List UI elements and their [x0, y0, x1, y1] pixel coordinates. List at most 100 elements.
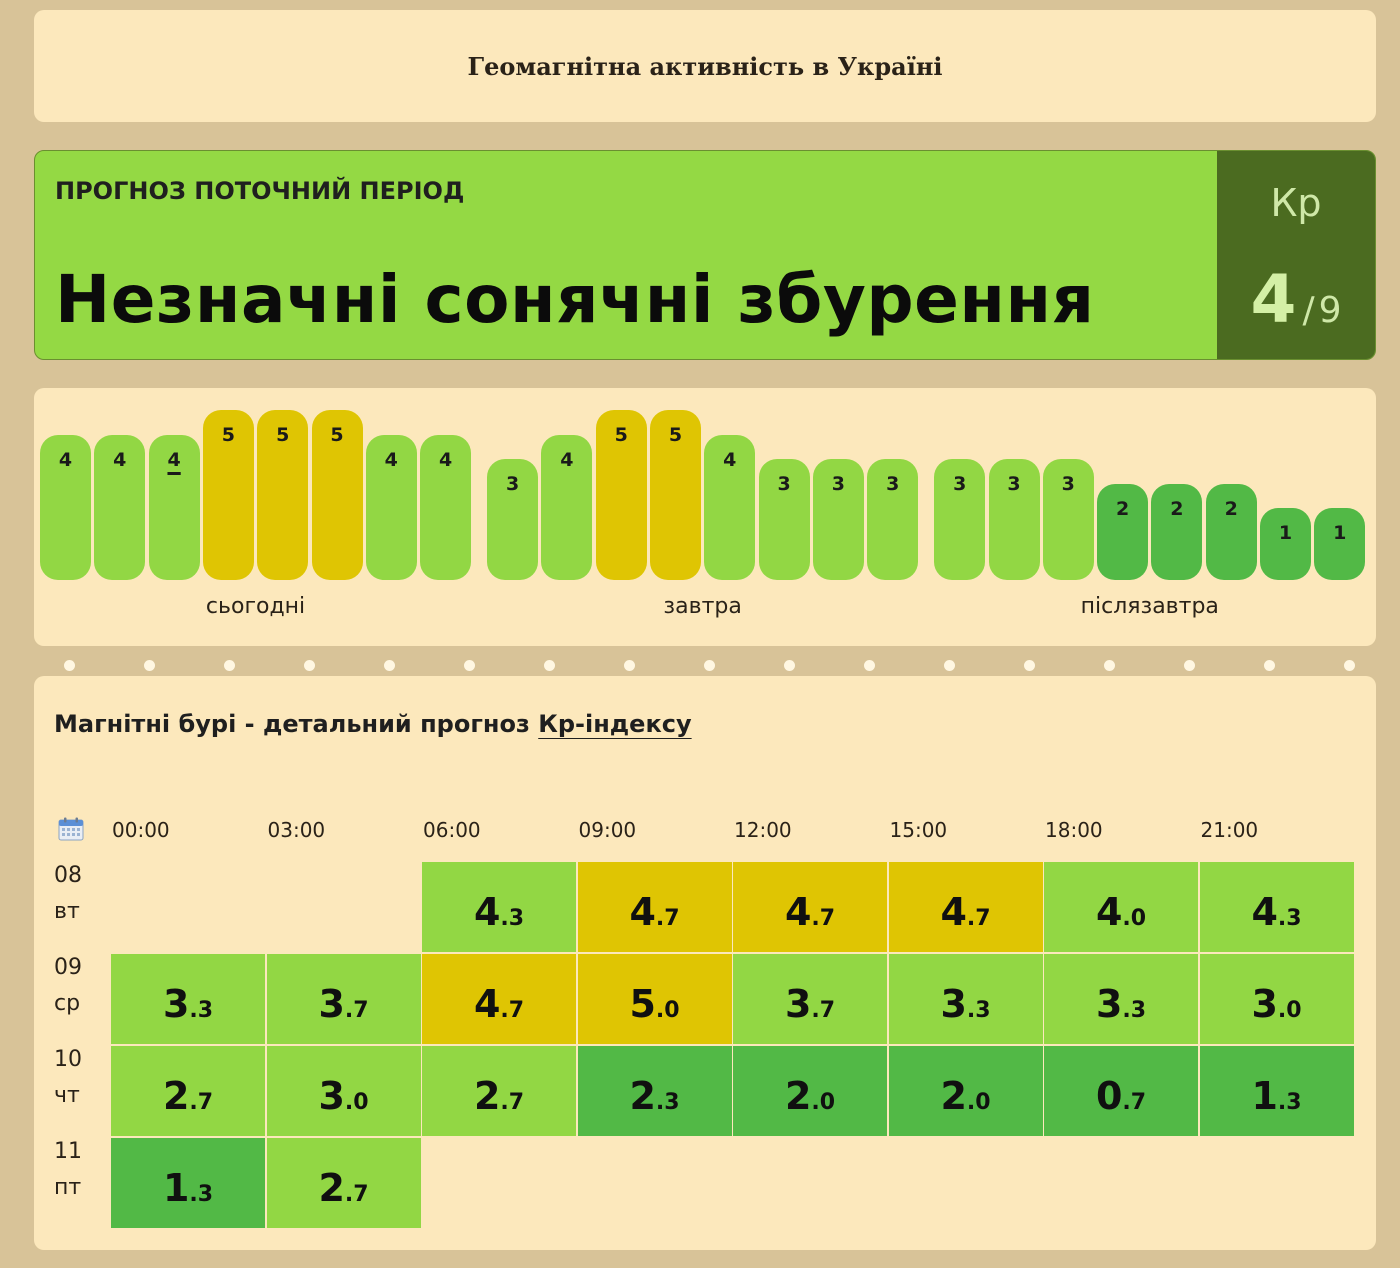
kp-bar-value: 2 — [1170, 498, 1184, 520]
kp-cell: 3.7 — [266, 954, 421, 1044]
divider-dot — [544, 660, 555, 671]
kp-bar-value: 4 — [167, 449, 181, 471]
kp-bar-value: 4 — [723, 449, 737, 471]
kp-bar: 2 — [1205, 484, 1257, 580]
kp-bar: 2 — [1151, 484, 1203, 580]
day-label: завтра — [663, 594, 742, 619]
kp-cell-value: 3.0 — [318, 1074, 369, 1118]
kp-bar: 3 — [867, 459, 919, 580]
kp-bar-value: 5 — [668, 424, 683, 446]
kp-cell-value: 3.0 — [1251, 982, 1302, 1026]
kp-index-link[interactable]: Кр-індексу — [538, 710, 692, 738]
divider-dot — [704, 660, 715, 671]
day-label: сьогодні — [205, 594, 306, 619]
day-label: післязавтра — [1080, 594, 1219, 619]
divider-dot — [384, 660, 395, 671]
row-weekday: пт — [54, 1175, 82, 1200]
kp-cell: 3.3 — [111, 954, 265, 1044]
kp-bar: 5 — [202, 410, 254, 580]
kp-cell-value: 0.7 — [1095, 1074, 1147, 1118]
forecast-panel: ПРОГНОЗ ПОТОЧНИЙ ПЕРІОД Незначні сонячні… — [34, 150, 1376, 360]
kp-cell-value: 3.7 — [318, 982, 369, 1026]
kp-cell: 0.7 — [1044, 1046, 1198, 1136]
detail-forecast-panel: Магнітні бурі - детальний прогноз Кр-інд… — [34, 676, 1376, 1250]
kp-bar-value: 5 — [221, 424, 235, 446]
row-date-label: 08 вт — [54, 858, 84, 930]
kp-max: 9 — [1318, 290, 1342, 331]
kp-bar: 4 — [420, 435, 472, 580]
kp-cell: 4.3 — [422, 862, 576, 952]
kp-cell-value: 4.7 — [473, 982, 525, 1026]
kp-bar: 5 — [257, 410, 309, 580]
calendar-icon — [58, 817, 84, 841]
kp-cell: 1.3 — [1199, 1046, 1354, 1136]
row-day: 10 — [54, 1047, 82, 1072]
kp-bar-value: 3 — [953, 473, 967, 495]
kp-bar: 4 — [541, 435, 593, 580]
kp-cell: 4.7 — [888, 862, 1043, 952]
kp-bar-value: 5 — [614, 424, 628, 446]
kp-bar: 2 — [1097, 484, 1149, 580]
hour-label: 15:00 — [889, 818, 948, 842]
row-day: 08 — [54, 863, 82, 888]
kp-bar: 4 — [94, 435, 146, 580]
divider-dot — [224, 660, 235, 671]
kp-bar: 3 — [1042, 459, 1094, 580]
kp-cell-value: 4.3 — [473, 890, 525, 934]
divider-dot — [1024, 660, 1035, 671]
divider-dot — [864, 660, 875, 671]
kp-cell-value: 4.7 — [784, 890, 836, 934]
row-date-label: 11 пт — [54, 1134, 84, 1206]
kp-bar-value: 4 — [438, 449, 453, 471]
detail-title-text: Магнітні бурі - детальний прогноз — [54, 710, 539, 738]
kp-bar-value: 2 — [1115, 498, 1130, 520]
kp-cell-value: 4.7 — [940, 890, 991, 934]
kp-cell: 4.0 — [1044, 862, 1198, 952]
row-weekday: чт — [54, 1083, 80, 1108]
kp-cell-value: 2.7 — [162, 1074, 214, 1118]
kp-cell: 2.0 — [733, 1046, 887, 1136]
kp-bar: 5 — [650, 410, 701, 580]
kp-cell: 4.3 — [1199, 862, 1354, 952]
forecast-label: ПРОГНОЗ ПОТОЧНИЙ ПЕРІОД — [55, 177, 465, 205]
kp-bar-value: 3 — [505, 473, 520, 495]
hour-label: 18:00 — [1045, 818, 1103, 842]
row-day: 09 — [54, 955, 82, 980]
kp-bar-value: 3 — [1007, 473, 1021, 495]
dotted-divider — [0, 660, 1400, 672]
kp-bar-value: 3 — [831, 473, 845, 495]
kp-cell-value: 2.0 — [940, 1074, 991, 1118]
kp-bar: 3 — [812, 459, 864, 580]
kp-bar: 3 — [487, 459, 539, 580]
kp-cell: 2.7 — [266, 1138, 421, 1228]
row-weekday: вт — [54, 899, 80, 924]
kp-cell: 3.7 — [733, 954, 887, 1044]
kp-cell: 2.7 — [422, 1046, 576, 1136]
kp-cell-value: 2.7 — [473, 1074, 525, 1118]
kp-bar: 1 — [1260, 508, 1311, 580]
hour-label: 09:00 — [578, 818, 637, 842]
kp-cell-value: 5.0 — [629, 982, 680, 1026]
kp-bar-value: 3 — [886, 473, 900, 495]
kp-bar-value: 5 — [276, 424, 290, 446]
row-date-label: 10 чт — [54, 1042, 84, 1114]
kp-bar-value: 4 — [58, 449, 73, 471]
kp-bar: 4 — [148, 435, 200, 580]
kp-bar-value: 2 — [1224, 498, 1238, 520]
kp-cell: 3.3 — [888, 954, 1043, 1044]
kp-cell: 3.0 — [1199, 954, 1354, 1044]
divider-dot — [304, 660, 315, 671]
kp-bar: 5 — [595, 410, 647, 580]
kp-cell: 4.7 — [422, 954, 576, 1044]
kp-cell-value: 1.3 — [162, 1166, 214, 1210]
divider-dot — [944, 660, 955, 671]
kp-value-group: 4/9 — [1217, 261, 1375, 338]
row-day: 11 — [54, 1139, 82, 1164]
kp-bar: 4 — [40, 435, 91, 580]
kp-bars-panel: 4 4 4 5 5 5 4 4 сьогодні 3 4 5 5 4 3 3 3 завтра 3 3 3 2 2 2 1 1 пі… — [34, 388, 1376, 646]
kp-cell: 4.7 — [577, 862, 732, 952]
row-weekday: ср — [54, 991, 81, 1016]
divider-dot — [1184, 660, 1195, 671]
kp-bar: 4 — [704, 435, 756, 580]
kp-cell: 4.7 — [733, 862, 887, 952]
